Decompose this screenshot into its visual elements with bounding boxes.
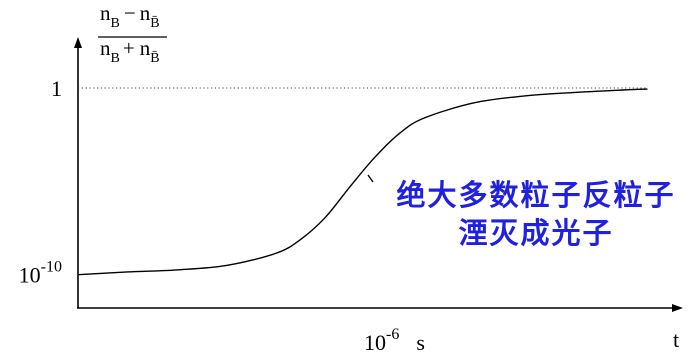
series-curve	[77, 88, 648, 276]
y-tick-1e-10-base: 10	[19, 263, 41, 288]
denominator-term-b-subscript: B̄	[150, 50, 159, 66]
annotation-line-2: 湮灭成光子	[458, 216, 614, 250]
y-axis-label: nB − nB̄ nB + nB̄	[98, 1, 167, 66]
y-axis-arrow-icon	[74, 37, 82, 48]
annotation: 绝大多数粒子反粒子 湮灭成光子	[388, 176, 684, 252]
y-label-numerator: nB − nB̄	[100, 1, 160, 31]
numerator-term-b: n	[140, 1, 151, 25]
numerator-term-a-subscript: B	[111, 16, 120, 31]
y-tick-label-1e-10: 10-10	[19, 259, 62, 288]
x-axis-arrow-icon	[672, 304, 683, 312]
y-tick-label-1: 1	[51, 76, 62, 101]
numerator-term-b-subscript: B̄	[150, 15, 159, 31]
y-label-denominator: nB + nB̄	[100, 36, 160, 66]
denominator-term-a: n	[100, 36, 111, 60]
denominator-term-b: n	[140, 36, 151, 60]
x-tick-label-1e-6: 10-6 s	[364, 326, 425, 354]
denominator-operator: +	[123, 36, 135, 60]
annotation-line-1: 绝大多数粒子反粒子	[396, 178, 676, 212]
x-tick-1e-6-base: 10	[364, 330, 386, 354]
x-axis-label: t	[673, 327, 679, 352]
x-tick-1e-6-exponent: -6	[386, 326, 399, 343]
numerator-operator: −	[124, 1, 136, 25]
y-tick-1e-10-exponent: -10	[41, 259, 62, 276]
x-tick-1e-6-unit: s	[416, 330, 425, 354]
annotation-pointer	[367, 174, 374, 183]
y-tick-1-text: 1	[51, 76, 62, 101]
denominator-term-a-subscript: B	[111, 51, 120, 66]
numerator-term-a: n	[100, 1, 111, 25]
